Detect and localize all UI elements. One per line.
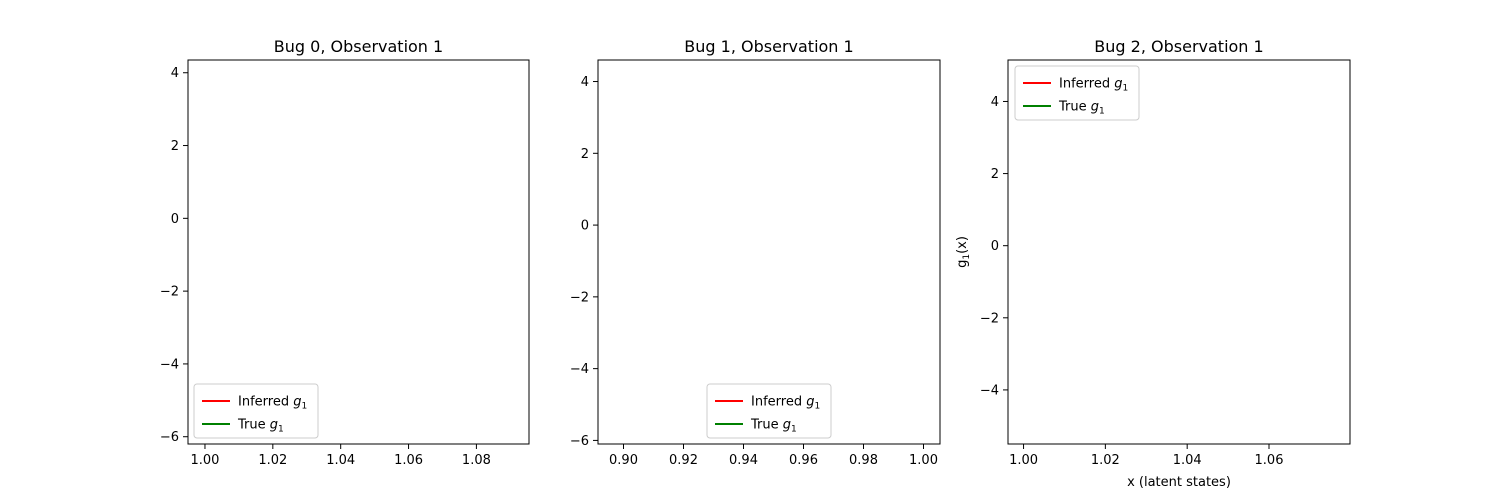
y-tick-label: −6 bbox=[160, 430, 179, 445]
y-tick-label: 2 bbox=[991, 167, 999, 182]
legend-label-g: g bbox=[1114, 77, 1122, 92]
subplot-1: 0.90 0.92 0.94 0.96 0.98 1.00 4 2 0 −2 −4 −6 Bug 1, … bbox=[570, 37, 941, 468]
y-tick-label: 2 bbox=[581, 147, 589, 162]
x-tick-label: 0.90 bbox=[609, 453, 638, 468]
y-tick-label: −2 bbox=[980, 311, 999, 326]
x-tick-label: 1.06 bbox=[394, 453, 423, 468]
y-tick-label: −2 bbox=[160, 285, 179, 300]
y-tick-label: −4 bbox=[160, 357, 179, 372]
y-tick-label: −2 bbox=[570, 290, 589, 305]
legend-label-main: True bbox=[750, 418, 783, 433]
y-tick-label: 4 bbox=[991, 95, 999, 110]
legend-label-sub: 1 bbox=[791, 425, 797, 435]
x-tick-label: 1.04 bbox=[1173, 453, 1202, 468]
chart-title: Bug 0, Observation 1 bbox=[274, 37, 443, 56]
y-axis-label-main: g bbox=[955, 260, 970, 268]
x-tick-label: 0.98 bbox=[849, 453, 878, 468]
legend-label-main: Inferred bbox=[1059, 77, 1114, 92]
y-tick-label: 0 bbox=[581, 219, 589, 234]
chart-title: Bug 1, Observation 1 bbox=[684, 37, 853, 56]
legend-label: Inferred g1 bbox=[1059, 77, 1128, 94]
y-axis-label: g1(x) bbox=[955, 236, 972, 268]
legend-label: True g1 bbox=[1058, 100, 1105, 117]
legend-label-g: g bbox=[806, 395, 814, 410]
axes-frame bbox=[597, 59, 941, 445]
legend-label-main: True bbox=[237, 418, 270, 433]
x-tick-label: 0.96 bbox=[789, 453, 818, 468]
x-tick-label: 1.00 bbox=[909, 453, 938, 468]
legend-label-main: Inferred bbox=[751, 395, 806, 410]
x-axis-label: x (latent states) bbox=[1127, 475, 1231, 490]
y-tick-label: 2 bbox=[171, 139, 179, 154]
legend-label-main: Inferred bbox=[238, 395, 293, 410]
legend-label-main: True bbox=[1058, 100, 1091, 115]
legend-label: Inferred g1 bbox=[238, 395, 307, 412]
x-tick-label: 1.02 bbox=[1091, 453, 1120, 468]
legend-label-g: g bbox=[1091, 100, 1099, 115]
y-tick-label: 0 bbox=[991, 239, 999, 254]
legend-label-sub: 1 bbox=[278, 425, 284, 435]
axes-frame bbox=[187, 59, 530, 445]
chart-title: Bug 2, Observation 1 bbox=[1094, 37, 1263, 56]
axes-frame bbox=[1007, 59, 1351, 445]
x-tick-label: 1.08 bbox=[462, 453, 491, 468]
y-tick-label: 4 bbox=[581, 75, 589, 90]
subplot-0: 1.00 1.02 1.04 1.06 1.08 4 2 0 −2 −4 −6 Bug 0, Obse… bbox=[160, 37, 530, 468]
x-tick-label: 1.04 bbox=[326, 453, 355, 468]
x-tick-label: 1.00 bbox=[190, 453, 219, 468]
y-axis-label-tail: (x) bbox=[955, 236, 970, 254]
legend-label-g: g bbox=[293, 395, 301, 410]
subplot-2: 1.00 1.02 1.04 1.06 4 2 0 −2 −4 Bug 2, Observatio… bbox=[955, 37, 1351, 490]
legend-label: True g1 bbox=[237, 418, 284, 435]
legend-label-g: g bbox=[270, 418, 278, 433]
x-tick-label: 0.94 bbox=[729, 453, 758, 468]
legend-label-sub: 1 bbox=[301, 402, 307, 412]
y-tick-label: 4 bbox=[171, 66, 179, 81]
legend-label: True g1 bbox=[750, 418, 797, 435]
y-axis-label-sub: 1 bbox=[962, 254, 972, 260]
x-tick-label: 0.92 bbox=[669, 453, 698, 468]
y-tick-label: −4 bbox=[980, 383, 999, 398]
y-tick-label: −6 bbox=[570, 434, 589, 449]
y-tick-label: −4 bbox=[570, 362, 589, 377]
x-tick-label: 1.02 bbox=[258, 453, 287, 468]
y-tick-label: 0 bbox=[171, 212, 179, 227]
legend-label-sub: 1 bbox=[1122, 84, 1128, 94]
legend-label-g: g bbox=[783, 418, 791, 433]
x-tick-label: 1.00 bbox=[1009, 453, 1038, 468]
legend-label: Inferred g1 bbox=[751, 395, 820, 412]
legend-label-sub: 1 bbox=[1099, 107, 1105, 117]
x-tick-label: 1.06 bbox=[1255, 453, 1284, 468]
legend-label-sub: 1 bbox=[814, 402, 820, 412]
